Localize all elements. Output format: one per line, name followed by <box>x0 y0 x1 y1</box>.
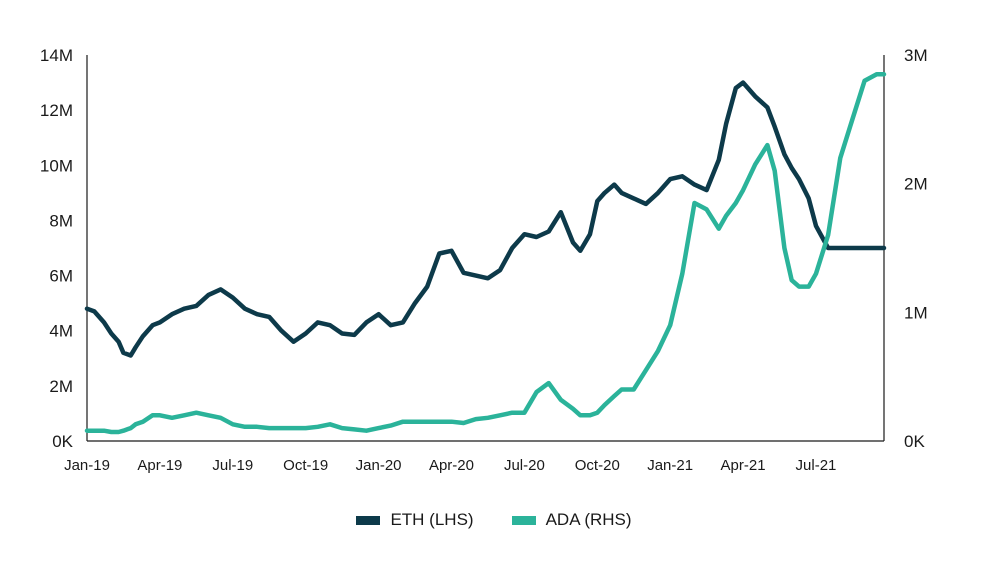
legend-label-ada: ADA (RHS) <box>545 510 632 529</box>
x-tick-label: Jan-19 <box>64 457 110 474</box>
x-tick-label: Jan-21 <box>647 457 693 474</box>
y-left-tick-label: 0K <box>52 432 73 451</box>
y-left-tick-label: 6M <box>49 267 73 286</box>
x-tick-label: Jul-20 <box>504 457 545 474</box>
y-left-tick-label: 2M <box>49 377 73 396</box>
x-tick-label: Apr-21 <box>721 457 766 474</box>
legend-label-eth: ETH (LHS) <box>390 510 474 529</box>
legend-swatch-ada <box>511 515 536 525</box>
x-tick-label: Jan-20 <box>356 457 402 474</box>
x-tick-label: Jul-19 <box>212 457 253 474</box>
y-right-tick-label: 1M <box>904 303 928 322</box>
y-left-tick-label: 12M <box>40 101 73 120</box>
y-left-tick-label: 8M <box>49 211 73 230</box>
legend-swatch-eth <box>356 515 381 525</box>
chart-legend: ETH (LHS) ADA (RHS) <box>0 510 988 530</box>
y-right-tick-label: 2M <box>904 175 928 194</box>
y-right-tick-label: 3M <box>904 46 928 65</box>
x-tick-label: Oct-20 <box>575 457 620 474</box>
legend-item-eth: ETH (LHS) <box>356 510 474 530</box>
x-tick-label: Apr-20 <box>429 457 474 474</box>
y-left-tick-label: 10M <box>40 156 73 175</box>
y-left-tick-label: 14M <box>40 46 73 65</box>
legend-item-ada: ADA (RHS) <box>511 510 632 530</box>
series-line-ada <box>84 72 887 435</box>
x-tick-label: Jul-21 <box>796 457 837 474</box>
x-tick-label: Apr-19 <box>137 457 182 474</box>
line-chart: 0K 2M 4M 6M 8M 10M 12M 14M 0K 1M 2M 3M Jan-19 Apr-19 J… <box>40 46 928 474</box>
y-left-tick-label: 4M <box>49 322 73 341</box>
series-line-eth <box>84 80 887 358</box>
x-tick-label: Oct-19 <box>283 457 328 474</box>
y-right-tick-label: 0K <box>904 432 925 451</box>
